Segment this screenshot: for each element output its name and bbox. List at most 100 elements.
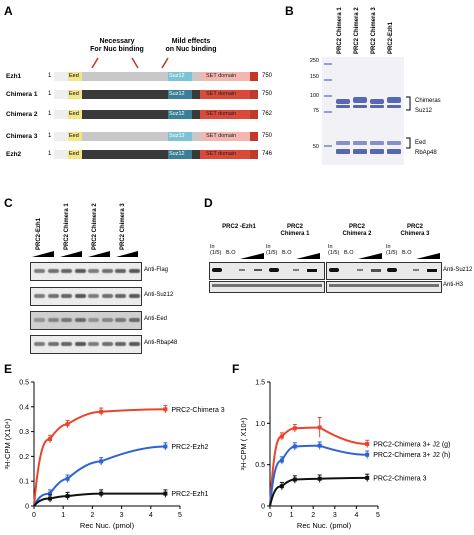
blot-band: [128, 342, 140, 346]
blot-band: [115, 342, 126, 346]
y-tick-label: 0: [25, 504, 29, 511]
domain-suz12: Suz12: [168, 110, 192, 119]
blot-band: [34, 294, 45, 298]
domain-eed: Eed: [68, 150, 82, 159]
domain-row-end: 750: [262, 91, 273, 97]
domain-row-end: 746: [262, 151, 273, 157]
panel-d-wedge: [296, 253, 320, 259]
domain-suz12-label: Suz12: [169, 133, 185, 139]
x-tick-label: 1: [290, 512, 294, 519]
domain-nterm: [54, 90, 68, 99]
x-tick-label: 0: [32, 512, 36, 519]
domain-cterm: [250, 132, 258, 141]
blot-band: [61, 318, 72, 322]
series-label: PRC2-Chimera 3: [171, 407, 224, 414]
panel-d-bo-label: B.O: [344, 250, 354, 256]
domain-eed: Eed: [68, 90, 82, 99]
domain-set-label: SET domain: [206, 111, 237, 117]
domain-set-label: SET domain: [206, 133, 237, 139]
band-brackets: [406, 96, 411, 149]
blot-band: [88, 342, 99, 346]
series-line: [269, 444, 368, 507]
panel-d-wedge: [240, 253, 264, 259]
panel-c-blot: [30, 335, 142, 354]
domain-body: [54, 150, 258, 159]
blot-band: [115, 294, 126, 298]
blot-band: [61, 269, 72, 273]
y-axis-label: ³H-CPM ( X10⁴): [239, 417, 248, 470]
domain-eed: Eed: [68, 72, 82, 81]
domain-cterm: [250, 110, 258, 119]
domain-row-name: Ezh1: [6, 73, 22, 80]
domain-row-start: 1: [48, 91, 52, 97]
panel-a-label: A: [4, 4, 13, 18]
domain-suz12: Suz12: [168, 72, 192, 81]
panel-d-group-label: PRC2 Chimera 2: [342, 224, 372, 237]
domain-suz12: Suz12: [168, 150, 192, 159]
y-tick-label: 0.1: [19, 479, 29, 486]
y-tick-label: 1.5: [255, 380, 265, 387]
panel-c-blot: [30, 262, 142, 281]
domain-suz12: Suz12: [168, 132, 192, 141]
panel-d-group-label: PRC2 Chimera 1: [280, 224, 310, 237]
mild-effects-annotation: Mild effects on Nuc binding: [165, 38, 217, 53]
domain-body: [54, 90, 258, 99]
x-tick-label: 4: [354, 512, 358, 519]
panel-d-label: D: [204, 196, 213, 210]
blot-band: [34, 342, 45, 346]
panel-d-wedge: [416, 253, 440, 259]
band-chimeras: Chimeras: [415, 98, 441, 104]
domain-body: [54, 132, 258, 141]
panel-d-bands: [212, 268, 439, 287]
x-tick-label: 0: [268, 512, 272, 519]
blot-band: [128, 294, 140, 298]
coomassie-gel: [322, 57, 404, 165]
series-label: PRC2-Ezh2: [171, 444, 208, 451]
panel-d-bo-label: B.O: [402, 250, 412, 256]
blot-band: [74, 294, 86, 298]
blot-band: [101, 318, 113, 322]
band-suz12: Suz12: [415, 108, 433, 114]
x-tick-label: 2: [311, 512, 315, 519]
panel-d-bo-label: B.O: [282, 250, 292, 256]
series-label: PRC2-Chimera 3: [373, 475, 426, 482]
blot-band: [101, 294, 113, 298]
panel-c-gradient-wedges: [32, 251, 138, 257]
domain-eed-label: Eed: [69, 151, 79, 157]
panel-d-in-label: In (1/5): [386, 244, 398, 256]
panel-c-blot-label: Anti-Rbap48: [144, 340, 178, 346]
panel-d-wedge: [358, 253, 382, 259]
x-tick-label: 1: [61, 512, 65, 519]
panel-d-in-label: In (1/5): [266, 244, 278, 256]
domain-row-start: 1: [48, 73, 52, 79]
domain-set: SET domain: [200, 72, 258, 81]
band-eed: Eed: [415, 140, 426, 146]
domain-row-name: Ezh2: [6, 151, 22, 158]
panel-c-blot: [30, 311, 142, 330]
panel-d-bo-label: B.O: [226, 250, 236, 256]
blot-band: [34, 318, 45, 322]
blot-band: [88, 294, 99, 298]
y-tick-label: 0.5: [255, 462, 265, 469]
blot-band: [128, 318, 140, 322]
x-tick-label: 5: [178, 512, 182, 519]
panel-d-group-label: PRC2 -Ezh1: [222, 224, 256, 230]
domain-set: SET domain: [200, 110, 258, 119]
x-tick-label: 2: [90, 512, 94, 519]
domain-eed-label: Eed: [69, 73, 79, 79]
domain-set: SET domain: [200, 90, 258, 99]
x-tick-label: 3: [333, 512, 337, 519]
necessary-annotation: Necessary For Nuc binding: [90, 38, 144, 53]
domain-nterm: [54, 150, 68, 159]
domain-suz12: Suz12: [168, 90, 192, 99]
blot-band: [88, 318, 99, 322]
gel-marker-label: 250: [309, 58, 319, 64]
domain-set: SET domain: [200, 150, 258, 159]
domain-row-end: 750: [262, 133, 273, 139]
panel-d-blot-suz12-left: [209, 262, 325, 280]
blot-band: [34, 269, 45, 273]
panel-c-blot-label: Anti-Suz12: [144, 292, 174, 298]
domain-body: [54, 72, 258, 81]
y-tick-label: 0.5: [19, 380, 29, 387]
y-tick-label: 0.3: [19, 429, 29, 436]
